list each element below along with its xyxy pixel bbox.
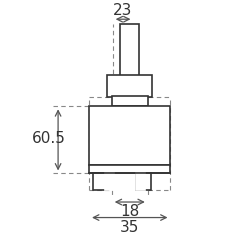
- FancyBboxPatch shape: [112, 96, 148, 106]
- FancyBboxPatch shape: [136, 173, 151, 190]
- FancyBboxPatch shape: [89, 165, 170, 173]
- FancyBboxPatch shape: [107, 75, 152, 97]
- Text: 35: 35: [120, 220, 140, 235]
- FancyBboxPatch shape: [89, 106, 170, 165]
- Text: 60.5: 60.5: [32, 131, 66, 146]
- FancyBboxPatch shape: [136, 173, 145, 190]
- FancyBboxPatch shape: [105, 173, 114, 190]
- FancyBboxPatch shape: [120, 24, 139, 76]
- Text: 18: 18: [120, 204, 140, 220]
- Text: 23: 23: [113, 3, 132, 18]
- FancyBboxPatch shape: [93, 173, 108, 190]
